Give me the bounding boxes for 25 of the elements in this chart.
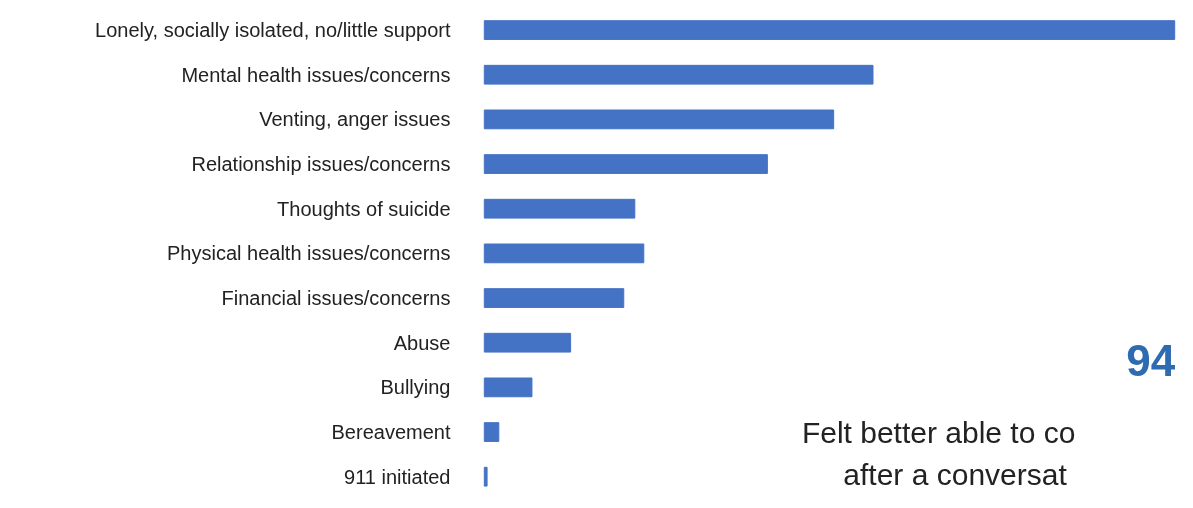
bar xyxy=(483,109,835,130)
bar xyxy=(483,154,768,174)
y-tick-label: Bullying xyxy=(380,376,451,399)
y-tick-label: Thoughts of suicide xyxy=(277,197,451,220)
y-tick-label: Physical health issues/concerns xyxy=(167,242,451,265)
y-tick-label: Venting, anger issues xyxy=(259,108,451,131)
y-tick-label: Financial issues/concerns xyxy=(221,287,451,310)
bar xyxy=(483,377,533,398)
y-tick-label: Mental health issues/concerns xyxy=(181,63,451,86)
annotation: Felt better able to co xyxy=(801,415,1076,449)
bar xyxy=(483,422,500,442)
bar xyxy=(483,64,874,85)
y-tick-label: Relationship issues/concerns xyxy=(191,153,451,176)
annotation: 94 xyxy=(1126,336,1176,386)
y-tick-label: 911 initiated xyxy=(344,465,451,488)
annotation: after a conversat xyxy=(843,457,1068,491)
y-tick-label: Lonely, socially isolated, no/little support xyxy=(95,19,451,42)
bar xyxy=(483,243,645,264)
bar xyxy=(483,332,572,353)
bar xyxy=(483,288,625,308)
y-tick-label: Abuse xyxy=(393,331,451,354)
bar xyxy=(483,20,1176,40)
bar xyxy=(483,466,488,487)
y-tick-label: Bereavement xyxy=(331,421,451,444)
bar xyxy=(483,198,636,219)
